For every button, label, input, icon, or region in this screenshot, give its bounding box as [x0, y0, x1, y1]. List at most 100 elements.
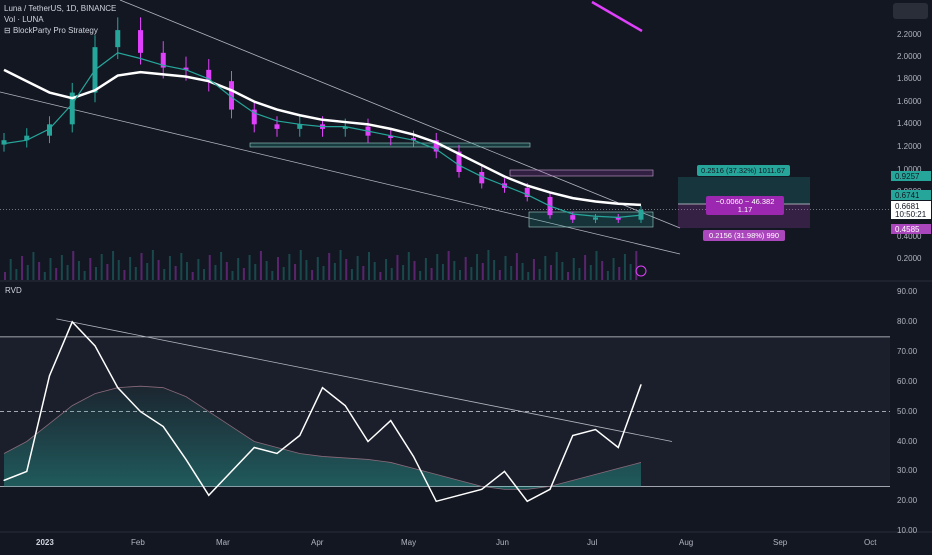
ma-slow-line: [3, 68, 642, 207]
volume-bar: [487, 250, 490, 280]
volume-bar: [231, 271, 234, 280]
candle-body: [1, 140, 7, 145]
rvd-point: [48, 375, 51, 377]
candle-body: [342, 126, 348, 129]
rvd-point: [367, 440, 369, 443]
time-label: Apr: [311, 538, 324, 547]
volume-bar: [146, 263, 149, 280]
rvd-point: [321, 387, 324, 389]
volume-bar: [26, 265, 29, 280]
rvd-point: [162, 425, 164, 428]
top-right-button[interactable]: [893, 3, 928, 19]
rvd-tick: 50.00: [897, 407, 918, 416]
volume-bar: [459, 270, 461, 280]
volume-bar: [271, 271, 274, 280]
rvd-point: [26, 470, 28, 472]
price-tick: 1.2000: [897, 142, 922, 151]
price-badge-bg: [891, 171, 931, 181]
volume-bar: [129, 257, 132, 280]
measure-upper-label: 0.2516 (37.32%) 1011.67: [701, 166, 785, 175]
rvd-point: [503, 470, 506, 472]
legend-volume[interactable]: Vol · LUNA: [4, 15, 44, 24]
legend-symbol[interactable]: Luna / TetherUS, 1D, BINANCE: [4, 4, 117, 13]
volume-bar: [623, 254, 626, 280]
volume-bar: [32, 252, 35, 280]
rvd-cloud: [4, 386, 641, 490]
price-badge-bg: [891, 190, 931, 200]
rvd-point: [253, 446, 255, 449]
rvd-point: [549, 488, 551, 490]
price-tick: 1.6000: [897, 97, 922, 106]
volume-bar: [220, 252, 223, 280]
candle-body: [570, 215, 576, 220]
rvd-point: [3, 479, 5, 481]
price-tick: 0.4000: [897, 232, 922, 241]
measure-upper-label-bg: [697, 165, 790, 176]
volume-bar: [504, 256, 507, 280]
volume-bar: [595, 251, 598, 280]
volume-bar: [157, 260, 160, 280]
volume-bar: [584, 255, 587, 280]
resistance-zone: [509, 169, 654, 177]
rvd-tick: 70.00: [897, 347, 918, 356]
volume-bar: [134, 267, 137, 280]
candle-body: [160, 52, 166, 68]
volume-bar: [339, 250, 342, 280]
candle-body: [138, 30, 143, 53]
time-axis: 2023 Feb Mar Apr May Jun Jul Aug Sep Oct: [36, 538, 877, 547]
volume-bar: [294, 264, 297, 280]
volume-bar: [481, 263, 484, 280]
rvd-point: [185, 458, 187, 461]
price-tick: 2.0000: [897, 52, 922, 61]
candle-body: [115, 30, 121, 48]
volume-bar: [527, 272, 530, 280]
rvd-point: [276, 452, 278, 455]
volume-bar: [550, 265, 552, 280]
volume-bar: [561, 262, 564, 280]
rvd-point: [435, 500, 437, 502]
rvd-pane-title[interactable]: RVD: [5, 286, 22, 295]
price-tick: 1.0000: [897, 165, 922, 174]
rvd-tick: 60.00: [897, 377, 918, 386]
volume-bar: [180, 253, 183, 280]
volume-bar: [589, 265, 592, 280]
volume-bar: [277, 257, 279, 280]
measure-lower-label-bg: [703, 230, 785, 241]
volume-bar: [356, 256, 359, 280]
time-label: Mar: [216, 538, 230, 547]
candle-body: [456, 151, 462, 172]
volume-bar: [123, 270, 126, 280]
volume-bar: [311, 270, 314, 280]
rvd-point: [94, 345, 96, 347]
volume-bar: [49, 258, 52, 280]
rvd-point: [594, 428, 597, 431]
candle-body: [24, 135, 30, 141]
support-zone: [249, 142, 531, 148]
volume-bar: [493, 260, 496, 280]
volume-bar: [379, 272, 382, 280]
measure-middle-label-2: 1.17: [738, 205, 753, 214]
volume-bar: [447, 251, 450, 280]
volume-bar: [208, 255, 211, 280]
volume-bar: [333, 263, 336, 280]
volume-bar: [464, 257, 467, 280]
volume-bar: [413, 261, 416, 280]
volume-bar: [106, 264, 109, 280]
volume-bar: [242, 268, 245, 280]
legend-strategy[interactable]: ⊟ BlockParty Pro Strategy: [4, 25, 116, 36]
volume-bar: [510, 266, 513, 280]
volume-bar: [441, 264, 444, 280]
volume-bar: [390, 268, 393, 280]
rvd-point: [139, 411, 142, 413]
price-tick: 1.8000: [897, 74, 922, 83]
volume-bar: [350, 269, 353, 280]
candle-body: [229, 81, 234, 110]
volume-bar: [515, 253, 518, 280]
volume-bar: [66, 265, 69, 280]
measure-tool[interactable]: 0.2516 (37.32%) 1011.67 −0.0060 ~ 46.382…: [678, 165, 810, 241]
volume-bar: [43, 272, 46, 280]
legend-strategy-label: BlockParty Pro Strategy: [12, 26, 98, 35]
volume-bar: [498, 270, 501, 280]
volume-bar: [259, 251, 262, 280]
